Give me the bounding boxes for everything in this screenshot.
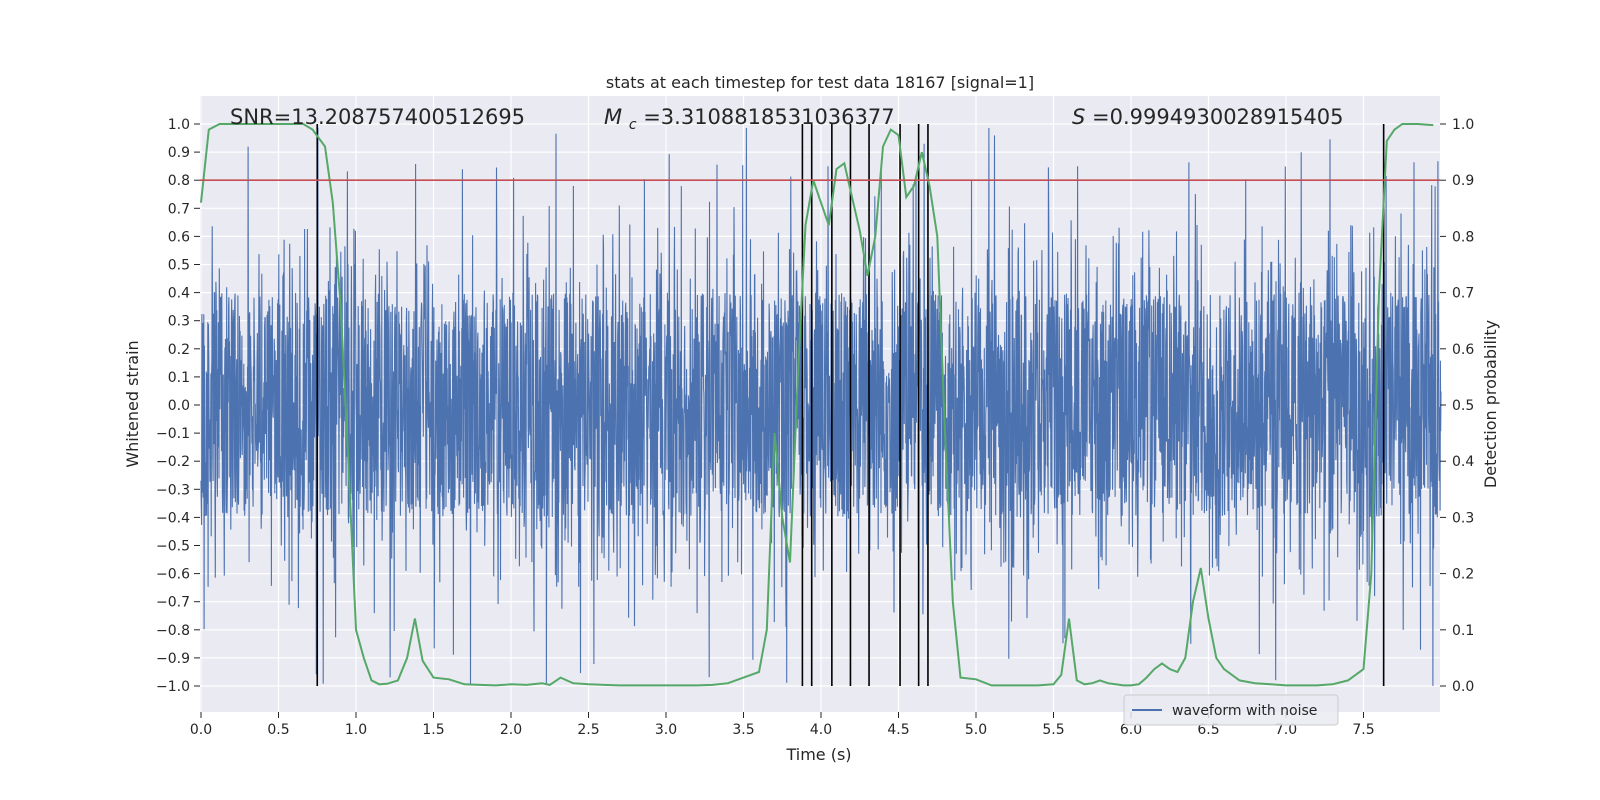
series-detection-probability bbox=[200, 123, 1434, 687]
s-value: =0.9994930028915405 bbox=[1092, 105, 1343, 129]
ytick-label-15: −0.5 bbox=[156, 539, 190, 555]
rtick-label-10: 0.0 bbox=[1452, 679, 1474, 695]
xtick-label-15: 7.5 bbox=[1352, 722, 1374, 738]
xtick-label-0: 0.0 bbox=[190, 722, 212, 738]
rtick-label-6: 0.4 bbox=[1452, 454, 1474, 470]
rtick-label-4: 0.6 bbox=[1452, 342, 1474, 358]
ytick-label-19: −0.9 bbox=[156, 651, 190, 667]
xtick-label-11: 5.5 bbox=[1042, 722, 1064, 738]
ytick-label-16: −0.6 bbox=[156, 567, 190, 583]
xtick-label-8: 4.0 bbox=[810, 722, 832, 738]
xtick-label-13: 6.5 bbox=[1197, 722, 1219, 738]
legend: waveform with noise bbox=[1123, 694, 1339, 726]
ytick-label-17: −0.7 bbox=[156, 595, 190, 611]
mc-value: =3.3108818531036377 bbox=[643, 105, 894, 129]
ytick-label-6: 0.4 bbox=[168, 286, 190, 302]
xtick-label-5: 2.5 bbox=[577, 722, 599, 738]
mc-symbol: M bbox=[604, 105, 622, 129]
y-axis-right-label: Detection probability bbox=[1481, 320, 1500, 488]
snr-annotation: SNR=13.208757400512695 bbox=[230, 105, 525, 129]
rtick-label-8: 0.2 bbox=[1452, 567, 1474, 583]
ytick-label-9: 0.1 bbox=[168, 370, 190, 386]
xtick-label-9: 4.5 bbox=[887, 722, 909, 738]
left-axis-ticks: 1.0 0.9 0.8 0.7 0.6 0.5 0.4 0.3 0.2 0.1 0.0 −0.1 −0.… bbox=[156, 117, 200, 695]
s-annotation: S =0.9994930028915405 bbox=[1072, 105, 1343, 129]
chart-title: stats at each timestep for test data 181… bbox=[606, 73, 1034, 92]
ytick-label-5: 0.5 bbox=[168, 258, 190, 274]
strain-trace bbox=[200, 127, 1442, 686]
series-waveform-with-noise bbox=[200, 127, 1442, 686]
ytick-label-12: −0.2 bbox=[156, 454, 190, 470]
rtick-label-5: 0.5 bbox=[1452, 398, 1474, 414]
ytick-label-13: −0.3 bbox=[156, 482, 190, 498]
ytick-label-14: −0.4 bbox=[156, 510, 190, 526]
xtick-label-2: 1.0 bbox=[345, 722, 367, 738]
y-axis-label: Whitened strain bbox=[123, 340, 142, 467]
rtick-label-7: 0.3 bbox=[1452, 510, 1474, 526]
xtick-label-4: 2.0 bbox=[500, 722, 522, 738]
rtick-label-3: 0.7 bbox=[1452, 286, 1474, 302]
xtick-label-3: 1.5 bbox=[422, 722, 444, 738]
xtick-label-7: 3.5 bbox=[732, 722, 754, 738]
ytick-label-3: 0.7 bbox=[168, 201, 190, 217]
legend-label-waveform: waveform with noise bbox=[1172, 703, 1317, 719]
ytick-label-10: 0.0 bbox=[168, 398, 190, 414]
rtick-label-1: 0.9 bbox=[1452, 173, 1474, 189]
probability-curve bbox=[200, 123, 1434, 687]
ytick-label-4: 0.6 bbox=[168, 229, 190, 245]
legend-box bbox=[1123, 694, 1339, 726]
mc-subscript: c bbox=[629, 117, 637, 133]
ytick-label-11: −0.1 bbox=[156, 426, 190, 442]
ytick-label-20: −1.0 bbox=[156, 679, 190, 695]
rtick-label-9: 0.1 bbox=[1452, 623, 1474, 639]
ytick-label-0: 1.0 bbox=[168, 117, 190, 133]
right-axis-ticks: 1.0 0.9 0.8 0.7 0.6 0.5 0.4 0.3 0.2 0.1 0.0 bbox=[1440, 117, 1474, 695]
xtick-label-14: 7.0 bbox=[1275, 722, 1297, 738]
rtick-label-0: 1.0 bbox=[1452, 117, 1474, 133]
xtick-label-10: 5.0 bbox=[965, 722, 987, 738]
ytick-label-1: 0.9 bbox=[168, 145, 190, 161]
ytick-label-8: 0.2 bbox=[168, 342, 190, 358]
rtick-label-2: 0.8 bbox=[1452, 229, 1474, 245]
ytick-label-2: 0.8 bbox=[168, 173, 190, 189]
mc-annotation: M c =3.3108818531036377 bbox=[604, 105, 895, 134]
xtick-label-1: 0.5 bbox=[267, 722, 289, 738]
s-symbol: S bbox=[1072, 105, 1085, 129]
x-axis-label: Time (s) bbox=[785, 745, 851, 764]
xtick-label-6: 3.0 bbox=[655, 722, 677, 738]
detection-markers bbox=[316, 124, 1385, 686]
ytick-label-18: −0.8 bbox=[156, 623, 190, 639]
ytick-label-7: 0.3 bbox=[168, 314, 190, 330]
xtick-label-12: 6.0 bbox=[1120, 722, 1142, 738]
